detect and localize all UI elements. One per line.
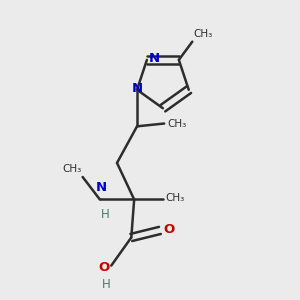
Text: CH₃: CH₃ bbox=[166, 193, 185, 203]
Text: CH₃: CH₃ bbox=[62, 164, 81, 174]
Text: N: N bbox=[131, 82, 142, 95]
Text: CH₃: CH₃ bbox=[167, 118, 186, 128]
Text: N: N bbox=[96, 181, 107, 194]
Text: O: O bbox=[99, 260, 110, 274]
Text: H: H bbox=[102, 278, 110, 291]
Text: N: N bbox=[148, 52, 160, 65]
Text: CH₃: CH₃ bbox=[194, 29, 213, 39]
Text: H: H bbox=[101, 208, 110, 221]
Text: O: O bbox=[163, 223, 175, 236]
